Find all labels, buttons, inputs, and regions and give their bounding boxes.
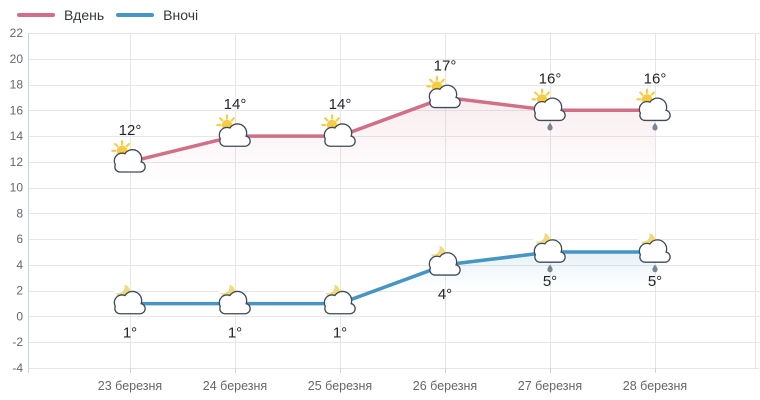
day-temp-label: 16°: [539, 70, 562, 87]
cloud-base: [325, 304, 355, 314]
cloud-base: [535, 252, 565, 262]
legend-item-day[interactable]: Вдень: [17, 7, 104, 23]
y-tick-label: 22: [10, 26, 24, 40]
sun-ray: [429, 78, 434, 83]
cloud-base: [640, 110, 670, 120]
y-tick-label: 18: [10, 78, 24, 92]
moon-cloud-icon: [216, 279, 251, 315]
moon-cloud-icon: [321, 279, 356, 315]
sun-ray: [125, 142, 130, 148]
moon-cutout: [636, 228, 650, 242]
sun-ray: [534, 91, 539, 96]
y-tick-label: 8: [16, 206, 23, 220]
y-tick-label: 6: [16, 232, 23, 246]
y-tick-label: 2: [16, 284, 23, 298]
day-temp-label: 16°: [644, 70, 667, 87]
y-tick-label: -2: [12, 335, 23, 349]
raindrop-icon: [652, 122, 658, 131]
sun-ray: [335, 117, 340, 122]
day-temperature-line: [128, 95, 657, 164]
legend-label: Вночі: [163, 7, 199, 23]
sun-cloud-icon: [111, 140, 146, 173]
moon-cutout: [321, 279, 335, 294]
cloud-base: [220, 304, 250, 314]
chart-legend: Вдень Вночі: [17, 7, 198, 23]
y-tick-label: 10: [10, 181, 24, 195]
sun-ray: [230, 117, 235, 122]
x-tick-label: 26 березня: [413, 379, 477, 393]
y-tick-label: 12: [10, 155, 24, 169]
y-tick-label: 16: [10, 103, 24, 117]
day-temp-label: 14°: [329, 96, 352, 113]
sun-cloud-icon: [216, 114, 251, 147]
legend-item-night[interactable]: Вночі: [116, 7, 198, 23]
legend-label: Вдень: [64, 7, 105, 23]
x-tick-label: 24 березня: [203, 379, 267, 393]
sun-cloud-rain-icon: [636, 88, 671, 131]
y-tick-label: 14: [10, 129, 24, 143]
night-temp-label: 5°: [648, 273, 662, 290]
legend-swatch: [116, 13, 155, 17]
y-tick-label: 20: [10, 52, 24, 66]
raindrop-icon: [652, 264, 658, 273]
night-area-fill: [130, 252, 655, 368]
moon-cloud-rain-icon: [531, 228, 566, 273]
moon-cutout: [216, 279, 230, 294]
night-temperature-line: [128, 250, 657, 306]
x-tick-label: 25 березня: [308, 379, 372, 393]
day-temp-label: 12°: [119, 122, 142, 139]
y-tick-label: 4: [16, 258, 23, 272]
sun-cloud-icon: [321, 114, 356, 147]
night-temp-label: 1°: [123, 325, 137, 342]
raindrop-icon: [547, 264, 553, 273]
sun-ray: [650, 91, 655, 96]
raindrop-icon: [547, 122, 553, 131]
cloud-base: [325, 136, 355, 146]
legend-swatch: [17, 13, 55, 17]
cloud-base: [115, 304, 145, 314]
sun-ray: [219, 117, 224, 122]
cloud-base: [640, 252, 670, 262]
sun-cloud-rain-icon: [531, 88, 566, 131]
sun-ray: [114, 142, 119, 148]
cloud-base: [115, 162, 145, 172]
night-temp-label: 5°: [543, 273, 557, 290]
cloud-base: [430, 97, 460, 107]
x-tick-label: 28 березня: [623, 379, 687, 393]
cloud-base: [535, 110, 565, 120]
sun-ray: [639, 91, 644, 96]
moon-cloud-icon: [111, 279, 146, 315]
sun-ray: [545, 91, 550, 96]
sun-ray: [440, 78, 445, 83]
moon-cutout: [111, 279, 125, 294]
x-tick-label: 23 березня: [98, 379, 162, 393]
sun-ray: [324, 117, 329, 122]
y-tick-label: 0: [16, 309, 23, 323]
night-temp-label: 4°: [438, 286, 452, 303]
day-temp-label: 14°: [224, 96, 247, 113]
day-temp-label: 17°: [434, 57, 457, 74]
cloud-base: [430, 265, 460, 275]
moon-cloud-rain-icon: [636, 228, 671, 273]
y-tick-label: -4: [12, 361, 23, 375]
cloud-base: [220, 136, 250, 146]
moon-cutout: [531, 228, 545, 242]
night-temp-label: 1°: [228, 325, 242, 342]
sun-cloud-icon: [426, 75, 461, 109]
x-tick-label: 27 березня: [518, 379, 582, 393]
moon-cloud-icon: [426, 241, 461, 276]
night-temp-label: 1°: [333, 325, 347, 342]
moon-cutout: [426, 241, 440, 255]
